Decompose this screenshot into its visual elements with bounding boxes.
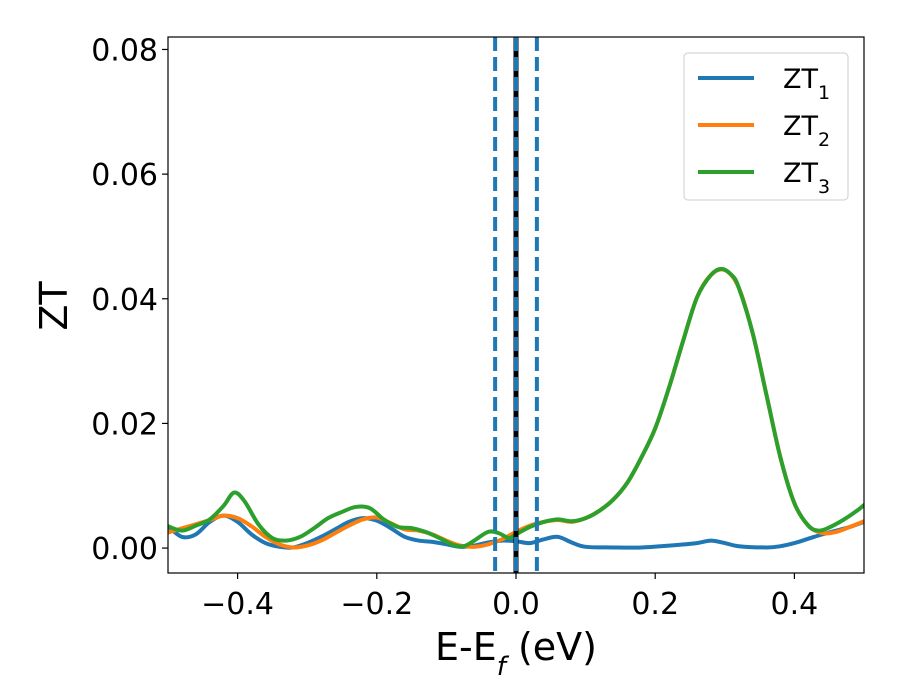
x-ticks: −0.4 −0.2 0.0 0.2 0.4 [201,573,818,622]
y-tick-label: 0.08 [91,33,158,68]
x-axis-label: E-Ef (eV) [435,625,597,682]
x-tick-label: 0.0 [492,587,540,622]
y-tick-label: 0.00 [91,532,158,567]
legend-label-3: ZT3 [783,158,830,198]
x-tick-label: 0.4 [771,587,819,622]
y-axis-label: ZT [32,281,76,331]
legend-box [683,52,849,201]
y-tick-label: 0.04 [91,283,158,318]
y-tick-label: 0.02 [91,407,158,442]
legend-label-1: ZT1 [783,64,830,104]
y-tick-label: 0.06 [91,158,158,193]
x-tick-label: −0.2 [340,587,413,622]
vertical-markers [493,37,539,573]
legend: ZT1 ZT2 ZT3 [683,52,849,201]
legend-label-2: ZT2 [783,111,830,151]
x-tick-label: 0.2 [631,587,679,622]
x-tick-label: −0.4 [201,587,274,622]
y-ticks: 0.00 0.02 0.04 0.06 0.08 [91,33,168,567]
